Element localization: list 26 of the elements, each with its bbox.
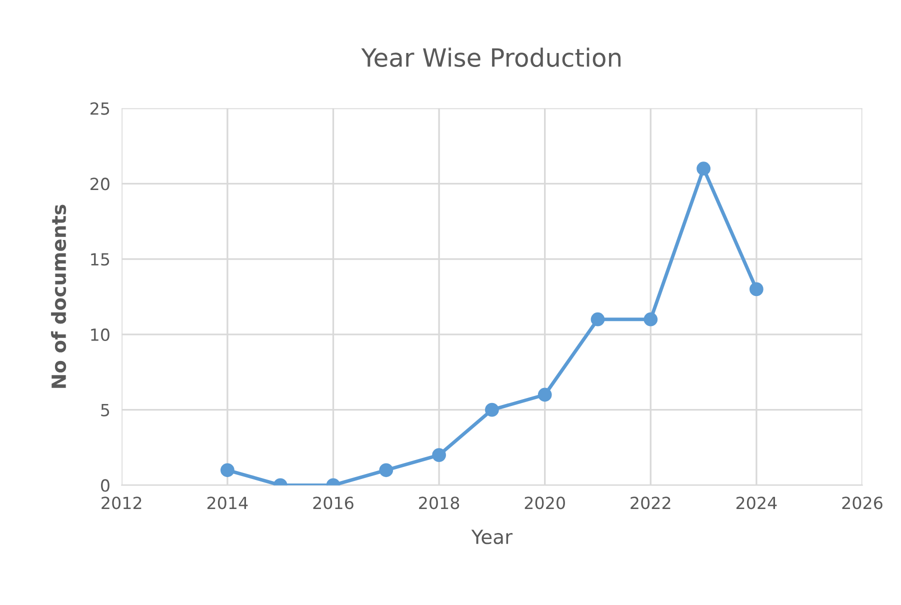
x-axis-title: Year <box>471 530 513 544</box>
x-tick-label: 2016 <box>313 496 354 510</box>
y-axis-title: No of documents <box>51 204 66 388</box>
x-tick-label: 2026 <box>842 496 882 510</box>
y-tick-label: 0 <box>101 479 110 492</box>
point <box>485 402 499 417</box>
point <box>644 312 658 326</box>
point <box>696 162 710 176</box>
x-tick-label: 2020 <box>524 496 565 510</box>
x-tick-label: 2014 <box>207 496 248 510</box>
y-tick-label: 25 <box>90 102 110 115</box>
x-tick-label: 2018 <box>419 496 460 510</box>
y-tick-label: 15 <box>91 253 110 266</box>
point <box>538 388 552 402</box>
point <box>750 282 764 296</box>
x-tick-label: 2024 <box>736 496 777 510</box>
y-tick-label: 5 <box>101 404 110 416</box>
y-tick-label: 20 <box>90 178 110 190</box>
point <box>220 463 234 478</box>
point <box>379 463 394 478</box>
x-tick-label: 2022 <box>630 496 670 510</box>
x-tick-label: 2012 <box>102 496 142 510</box>
point <box>590 312 605 326</box>
y-tick-label: 10 <box>91 328 110 342</box>
point <box>432 448 446 462</box>
chart-title: Year Wise Production <box>361 48 620 67</box>
